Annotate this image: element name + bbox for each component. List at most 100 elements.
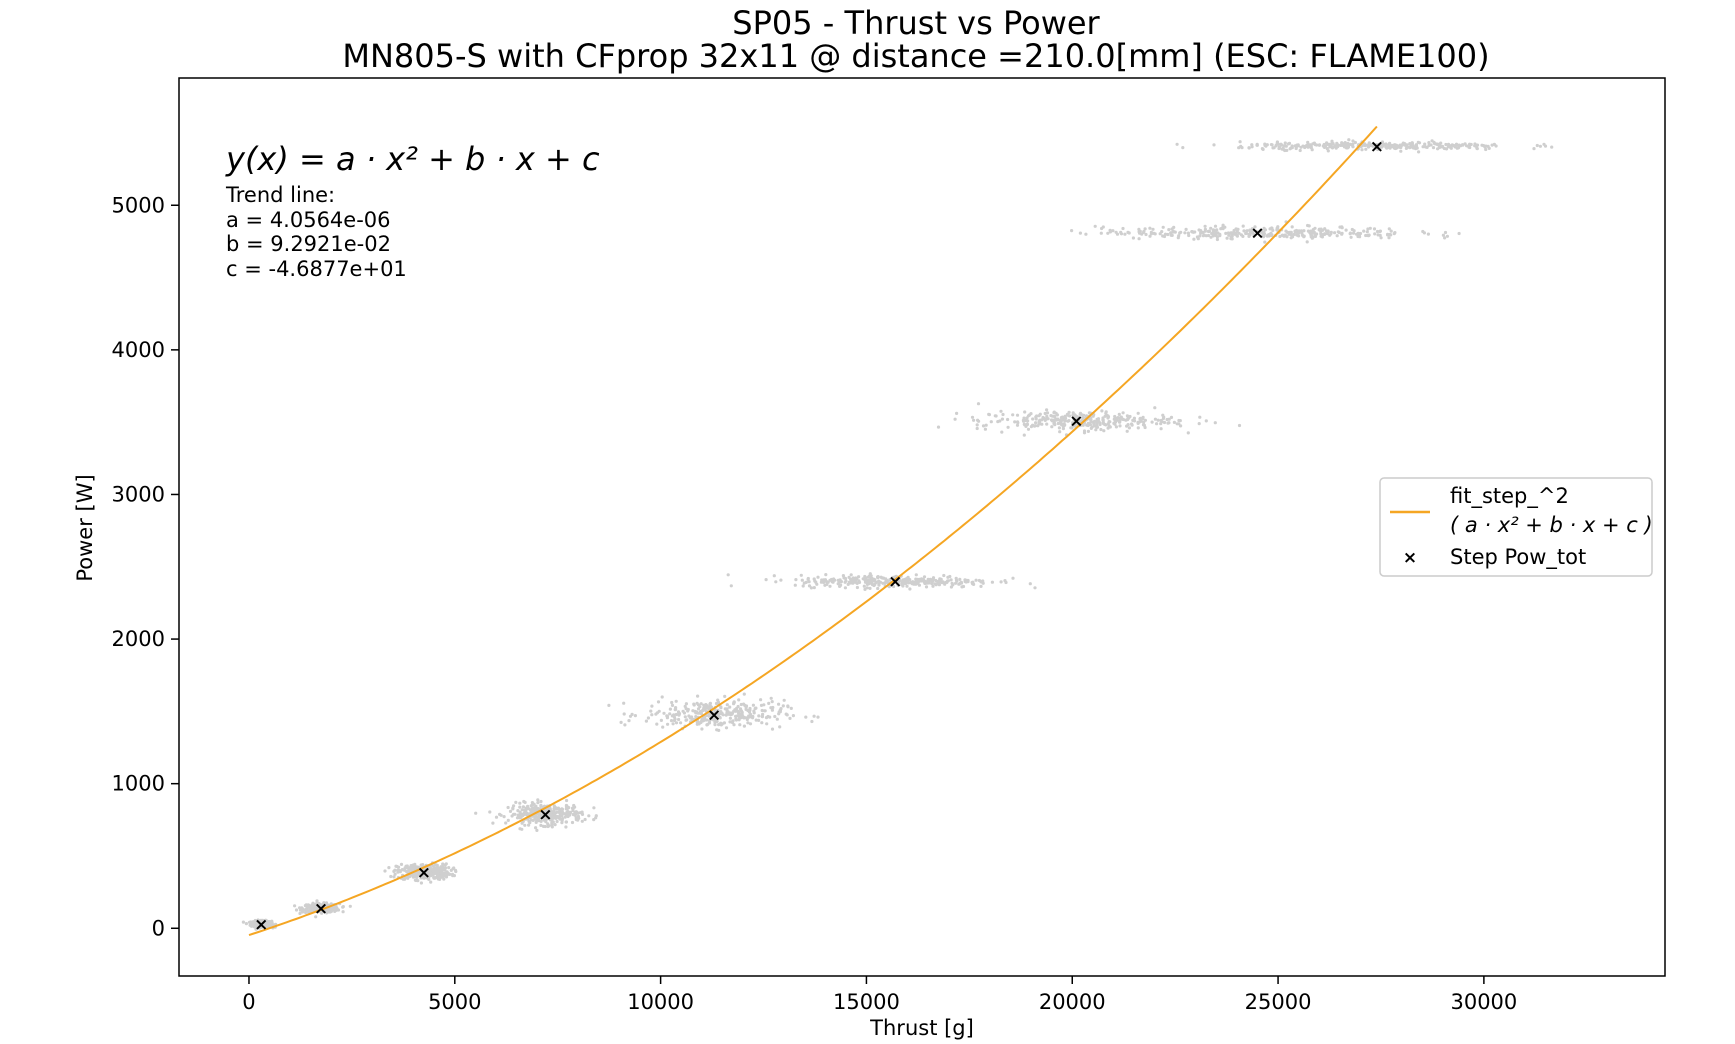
raw-sample-point — [1289, 233, 1293, 237]
raw-sample-point — [566, 814, 570, 818]
raw-sample-point — [1057, 426, 1061, 430]
raw-sample-point — [1059, 421, 1063, 425]
raw-sample-point — [869, 580, 873, 584]
raw-sample-point — [1114, 420, 1118, 424]
raw-sample-point — [580, 810, 584, 814]
raw-sample-point — [1342, 142, 1346, 147]
trend-line-heading: Trend line: — [225, 183, 335, 207]
raw-sample-point — [550, 825, 554, 829]
raw-sample-point — [1421, 145, 1425, 149]
raw-sample-point — [759, 698, 763, 702]
raw-sample-point — [1203, 227, 1207, 231]
raw-sample-point — [1179, 230, 1183, 234]
raw-sample-point — [1086, 429, 1090, 433]
raw-sample-point — [1317, 143, 1322, 147]
raw-sample-point — [824, 573, 828, 577]
raw-sample-point — [720, 711, 724, 715]
raw-sample-point — [729, 584, 733, 588]
raw-sample-point — [1041, 415, 1045, 420]
raw-sample-point — [914, 577, 918, 581]
raw-sample-point — [627, 719, 631, 723]
raw-sample-point — [1368, 226, 1372, 230]
raw-sample-point — [518, 801, 522, 805]
raw-sample-point — [804, 580, 808, 585]
fit-curve-group — [248, 125, 1378, 937]
raw-sample-point — [1219, 227, 1223, 231]
raw-sample-point — [777, 702, 781, 706]
raw-sample-point — [684, 702, 689, 706]
raw-sample-point — [761, 712, 765, 717]
raw-sample-point — [1319, 230, 1323, 234]
raw-sample-point — [684, 718, 688, 722]
raw-sample-point — [1330, 139, 1334, 143]
raw-sample-point — [444, 875, 449, 879]
raw-sample-point — [1209, 226, 1213, 230]
raw-sample-point — [1475, 146, 1479, 150]
raw-sample-point — [865, 581, 869, 585]
raw-sample-point — [1247, 146, 1251, 150]
raw-sample-point — [1262, 226, 1266, 230]
step-point-marker: × — [888, 572, 902, 592]
raw-sample-point — [1415, 146, 1419, 150]
raw-sample-point — [1441, 233, 1445, 237]
raw-sample-point — [1181, 146, 1185, 150]
raw-sample-point — [1392, 146, 1397, 150]
raw-sample-point — [439, 875, 443, 879]
raw-sample-point — [1367, 141, 1371, 145]
raw-sample-point — [881, 576, 885, 580]
raw-sample-point — [1166, 421, 1170, 425]
raw-sample-point — [938, 577, 942, 581]
raw-sample-point — [934, 583, 938, 587]
raw-sample-point — [1172, 230, 1176, 234]
raw-sample-point — [1121, 226, 1125, 231]
raw-sample-point — [1166, 232, 1170, 237]
raw-sample-point — [543, 824, 547, 829]
raw-sample-point — [1061, 418, 1065, 422]
raw-sample-point — [553, 823, 557, 827]
raw-sample-point — [257, 926, 261, 930]
raw-sample-point — [1338, 143, 1343, 147]
raw-sample-point — [583, 817, 587, 822]
raw-sample-point — [532, 802, 536, 806]
raw-sample-point — [1191, 230, 1195, 234]
raw-sample-point — [1000, 417, 1005, 421]
raw-sample-point — [922, 575, 927, 579]
fit-formula-annotation: y(x) = a · x² + b · x + c — [225, 140, 600, 178]
raw-sample-point — [545, 811, 549, 815]
raw-sample-point — [1098, 422, 1102, 427]
raw-sample-point — [402, 868, 407, 872]
raw-sample-point — [1131, 236, 1135, 240]
raw-sample-point — [560, 818, 564, 823]
raw-sample-point — [1313, 234, 1318, 238]
fit-curve — [248, 125, 1378, 937]
raw-sample-point — [1212, 143, 1216, 147]
raw-sample-point — [1456, 146, 1461, 150]
raw-sample-point — [1126, 423, 1130, 427]
raw-sample-point — [908, 587, 912, 591]
raw-sample-point — [866, 575, 871, 579]
raw-sample-point — [562, 812, 567, 816]
raw-sample-point — [1417, 150, 1421, 154]
raw-sample-point — [436, 866, 440, 870]
raw-sample-point — [1241, 224, 1245, 228]
raw-sample-point — [747, 710, 752, 714]
raw-sample-point — [1277, 145, 1281, 149]
raw-sample-point — [428, 871, 432, 875]
raw-sample-point — [739, 709, 744, 713]
raw-sample-point — [849, 573, 853, 577]
raw-sample-point — [552, 808, 556, 812]
raw-sample-point — [847, 575, 851, 580]
raw-sample-point — [1254, 229, 1258, 233]
raw-sample-point — [1022, 419, 1026, 423]
raw-sample-point — [1463, 142, 1467, 146]
raw-sample-point — [394, 864, 398, 868]
raw-sample-point — [730, 720, 735, 725]
raw-sample-point — [436, 877, 440, 881]
raw-sample-point — [413, 878, 417, 882]
chart-title-line1: SP05 - Thrust vs Power — [732, 4, 1100, 42]
raw-sample-point — [958, 577, 962, 582]
raw-sample-point — [506, 805, 510, 810]
raw-sample-point — [1213, 224, 1218, 228]
raw-sample-point — [646, 716, 651, 720]
raw-sample-point — [262, 919, 267, 923]
